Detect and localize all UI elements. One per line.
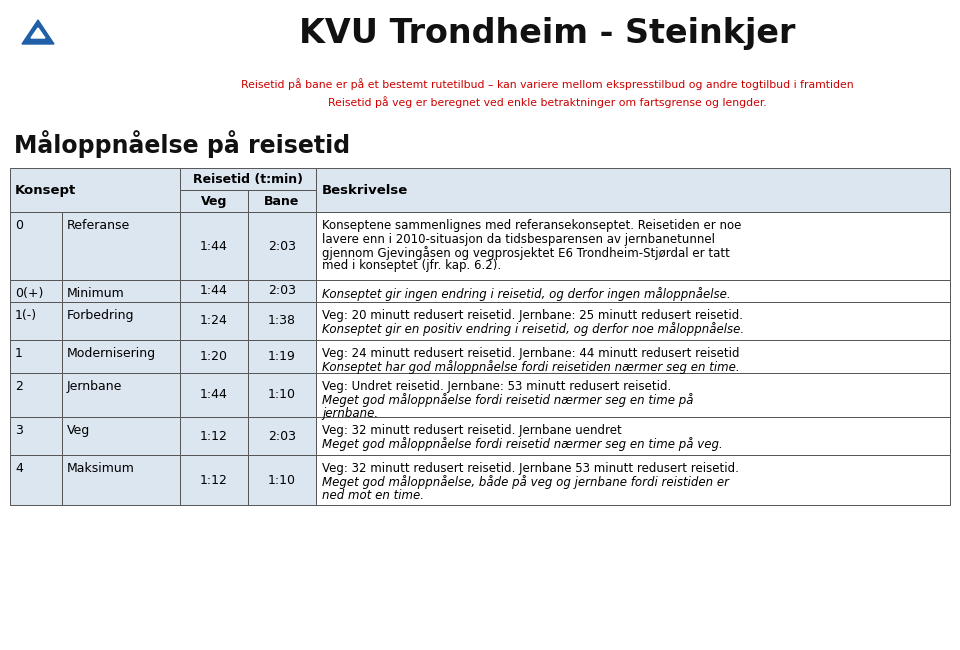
Text: Reisetid (t:min): Reisetid (t:min) [193, 172, 303, 185]
Bar [316, 302, 950, 340]
Text: 0(+): 0(+) [15, 287, 43, 300]
Text: Forbedring: Forbedring [67, 309, 134, 322]
Bar [316, 340, 950, 373]
Bar [180, 212, 248, 280]
Bar [316, 168, 950, 212]
Bar [180, 455, 248, 505]
Text: Minimum: Minimum [67, 287, 125, 300]
Bar [248, 417, 316, 455]
Text: 0: 0 [15, 219, 23, 232]
Text: 2: 2 [15, 380, 23, 393]
Text: 1:24: 1:24 [200, 315, 228, 328]
Text: Modernisering: Modernisering [67, 347, 156, 360]
Bar [248, 212, 316, 280]
Text: Konseptene sammenlignes med referansekonseptet. Reisetiden er noe: Konseptene sammenlignes med referansekon… [322, 219, 741, 232]
Text: 1:20: 1:20 [200, 350, 228, 363]
Bar [10, 417, 62, 455]
Text: 1: 1 [15, 347, 23, 360]
Text: lavere enn i 2010-situasjon da tidsbesparensen av jernbanetunnel: lavere enn i 2010-situasjon da tidsbespa… [322, 233, 715, 246]
Polygon shape [31, 28, 45, 38]
Text: 2:03: 2:03 [268, 239, 296, 252]
Text: Meget god måloppnåelse fordi reisetid nærmer seg en time på: Meget god måloppnåelse fordi reisetid næ… [322, 393, 693, 408]
Bar [10, 280, 62, 302]
Bar [62, 280, 180, 302]
Bar [316, 455, 950, 505]
Text: Konseptet har god måloppnåelse fordi reisetiden nærmer seg en time.: Konseptet har god måloppnåelse fordi rei… [322, 361, 739, 374]
Bar [10, 373, 62, 417]
Text: ned mot en time.: ned mot en time. [322, 489, 424, 502]
Text: Maksimum: Maksimum [67, 462, 134, 475]
Text: Veg: Veg [201, 194, 228, 207]
Bar [62, 373, 180, 417]
Circle shape [14, 10, 62, 58]
Bar [62, 417, 180, 455]
Text: Beskrivelse: Beskrivelse [322, 183, 408, 196]
Bar [62, 340, 180, 373]
Bar [316, 373, 950, 417]
Text: 1:10: 1:10 [268, 473, 296, 486]
Text: Jernbaneverket: Jernbaneverket [72, 27, 192, 41]
Text: Måloppnåelse på reisetid: Måloppnåelse på reisetid [14, 130, 350, 158]
Bar [180, 280, 248, 302]
Text: Veg: Undret reisetid. Jernbane: 53 minutt redusert reisetid.: Veg: Undret reisetid. Jernbane: 53 minut… [322, 380, 671, 393]
Text: Veg: 32 minutt redusert reisetid. Jernbane uendret: Veg: 32 minutt redusert reisetid. Jernba… [322, 424, 622, 437]
Bar [248, 302, 316, 340]
Text: gjennom Gjevingåsen og vegprosjektet E6 Trondheim-Stjørdal er tatt: gjennom Gjevingåsen og vegprosjektet E6 … [322, 246, 730, 260]
Text: Bane: Bane [264, 194, 300, 207]
Text: Meget god måloppnåelse, både på veg og jernbane fordi reistiden er: Meget god måloppnåelse, både på veg og j… [322, 476, 729, 489]
Bar [316, 212, 950, 280]
Bar [180, 190, 248, 212]
Bar [248, 280, 316, 302]
Polygon shape [22, 20, 54, 44]
Text: Jernbane: Jernbane [67, 380, 122, 393]
Text: 1:44: 1:44 [200, 285, 228, 298]
Text: 1:19: 1:19 [268, 350, 296, 363]
Text: Konseptet gir ingen endring i reisetid, og derfor ingen måloppnåelse.: Konseptet gir ingen endring i reisetid, … [322, 287, 731, 301]
Text: 4: 4 [15, 462, 23, 475]
Bar [248, 340, 316, 373]
Text: 2:03: 2:03 [268, 430, 296, 443]
Bar [180, 302, 248, 340]
Bar [316, 417, 950, 455]
Text: Konsept: Konsept [15, 183, 76, 196]
Text: Reisetid på bane er på et bestemt rutetilbud – kan variere mellom ekspresstilbud: Reisetid på bane er på et bestemt ruteti… [241, 78, 853, 90]
Bar [10, 302, 62, 340]
Text: Veg: 20 minutt redusert reisetid. Jernbane: 25 minutt redusert reisetid.: Veg: 20 minutt redusert reisetid. Jernba… [322, 309, 743, 322]
Bar [248, 373, 316, 417]
Text: Veg: 24 minutt redusert reisetid. Jernbane: 44 minutt redusert reisetid: Veg: 24 minutt redusert reisetid. Jernba… [322, 347, 739, 360]
Text: Konseptet gir en positiv endring i reisetid, og derfor noe måloppnåelse.: Konseptet gir en positiv endring i reise… [322, 322, 744, 337]
Text: KVU Trondheim - Steinkjer: KVU Trondheim - Steinkjer [299, 18, 796, 51]
Text: Veg: Veg [67, 424, 90, 437]
Text: 1:38: 1:38 [268, 315, 296, 328]
Bar [62, 212, 180, 280]
Text: Meget god måloppnåelse fordi reisetid nærmer seg en time på veg.: Meget god måloppnåelse fordi reisetid næ… [322, 437, 723, 452]
Text: Reisetid på veg er beregnet ved enkle betraktninger om fartsgrense og lengder.: Reisetid på veg er beregnet ved enkle be… [327, 96, 767, 108]
Text: 1(-): 1(-) [15, 309, 37, 322]
Text: 2:03: 2:03 [268, 285, 296, 298]
Text: Referanse: Referanse [67, 219, 131, 232]
Bar [62, 302, 180, 340]
Text: Veg: 32 minutt redusert reisetid. Jernbane 53 minutt redusert reisetid.: Veg: 32 minutt redusert reisetid. Jernba… [322, 462, 739, 475]
Bar [10, 212, 62, 280]
Text: 1:44: 1:44 [200, 389, 228, 402]
Text: 3: 3 [15, 424, 23, 437]
Bar [248, 190, 316, 212]
Text: jernbane.: jernbane. [322, 407, 378, 420]
Bar [180, 417, 248, 455]
Bar [180, 373, 248, 417]
Bar [62, 455, 180, 505]
Bar [180, 168, 316, 190]
Bar [180, 340, 248, 373]
Text: med i konseptet (jfr. kap. 6.2).: med i konseptet (jfr. kap. 6.2). [322, 259, 501, 272]
Bar [10, 168, 180, 212]
Text: 1:10: 1:10 [268, 389, 296, 402]
Bar [10, 340, 62, 373]
Text: 1:12: 1:12 [200, 473, 228, 486]
Bar [248, 455, 316, 505]
Text: 1:44: 1:44 [200, 239, 228, 252]
Text: 1:12: 1:12 [200, 430, 228, 443]
Bar [10, 455, 62, 505]
Bar [316, 280, 950, 302]
